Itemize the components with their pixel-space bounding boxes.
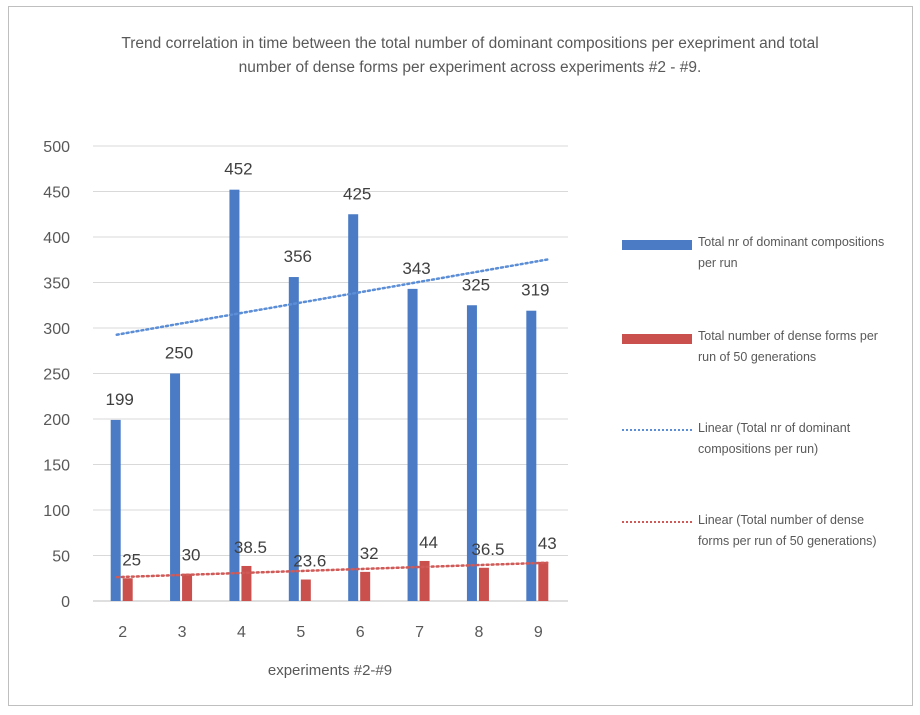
x-tick-label-6: 6 — [356, 624, 365, 641]
trendlines — [115, 258, 549, 579]
data-label-s2-2: 25 — [122, 550, 141, 569]
x-tick-label-4: 4 — [237, 624, 246, 641]
bar-s1-4 — [229, 189, 240, 601]
trendline-2 — [115, 561, 549, 579]
x-tick-label-8: 8 — [474, 624, 483, 641]
y-tick-label-300: 300 — [43, 321, 70, 338]
data-label-s1-8: 325 — [462, 275, 490, 294]
x-axis-label: experiments #2-#9 — [268, 662, 392, 679]
bar-s1-8 — [466, 305, 477, 601]
x-tick-label-9: 9 — [534, 624, 543, 641]
data-label-s1-7: 343 — [402, 259, 430, 278]
data-label-s2-3: 30 — [182, 546, 201, 565]
x-tick-label-5: 5 — [296, 624, 305, 641]
legend-label-dominant: Total nr of dominant compositions per ru… — [698, 235, 885, 270]
data-label-s1-3: 250 — [165, 344, 193, 363]
bar-s2-9 — [538, 561, 549, 601]
x-axis-ticks: 2 3 4 5 6 7 8 9 — [118, 624, 543, 641]
y-tick-label-100: 100 — [43, 503, 70, 520]
y-axis-ticks: 0 50 100 150 200 250 300 350 400 450 500 — [43, 139, 70, 611]
data-label-s1-9: 319 — [521, 281, 549, 300]
y-tick-label-50: 50 — [52, 549, 70, 566]
legend-dots-trend-dense — [622, 521, 692, 523]
data-label-s1-6: 425 — [343, 184, 371, 203]
legend-label-trend-dominant: Linear (Total nr of dominant composition… — [698, 421, 851, 456]
data-label-s2-7: 44 — [419, 533, 438, 552]
x-tick-label-2: 2 — [118, 624, 127, 641]
bar-s2-2 — [122, 578, 133, 601]
bar-s2-4 — [241, 565, 252, 601]
bar-s1-7 — [407, 288, 418, 601]
bar-s1-9 — [526, 310, 537, 601]
bar-s1-6 — [348, 214, 359, 601]
legend-label-trend-dense: Linear (Total number of dense forms per … — [698, 513, 877, 548]
data-label-s1-2: 199 — [106, 390, 134, 409]
legend-dots-trend-dominant — [622, 429, 692, 431]
legend-swatch-dense — [622, 334, 692, 344]
y-tick-label-350: 350 — [43, 276, 70, 293]
bar-s2-3 — [182, 573, 193, 601]
x-tick-label-7: 7 — [415, 624, 424, 641]
chart-title: Trend correlation in time between the to… — [121, 35, 819, 76]
data-label-s2-6: 32 — [360, 544, 379, 563]
y-tick-label-450: 450 — [43, 185, 70, 202]
bar-s2-8 — [478, 567, 489, 601]
y-tick-label-400: 400 — [43, 230, 70, 247]
data-label-s2-9: 43 — [538, 534, 557, 553]
y-tick-label-0: 0 — [61, 594, 70, 611]
gridlines — [93, 145, 568, 602]
data-labels: 199 250 452 356 425 343 325 319 25 30 38.5 23.6 32 44… — [106, 160, 557, 571]
chart-frame — [8, 6, 913, 706]
bars — [110, 189, 549, 601]
bar-s2-5 — [300, 579, 311, 601]
legend-swatch-dominant — [622, 240, 692, 250]
trendline-1 — [115, 258, 549, 336]
data-label-s2-8: 36.5 — [471, 540, 504, 559]
bar-s1-3 — [170, 373, 181, 601]
bar-s2-6 — [360, 571, 371, 601]
bar-s1-5 — [288, 277, 299, 601]
data-label-s1-4: 452 — [224, 160, 252, 179]
data-label-s1-5: 356 — [284, 247, 312, 266]
data-label-s2-5: 23.6 — [293, 552, 326, 571]
bar-s2-7 — [419, 560, 430, 601]
legend-label-dense: Total number of dense forms per run of 5… — [698, 329, 878, 364]
y-tick-label-250: 250 — [43, 367, 70, 384]
y-tick-label-150: 150 — [43, 458, 70, 475]
y-tick-label-200: 200 — [43, 412, 70, 429]
y-tick-label-500: 500 — [43, 139, 70, 156]
data-label-s2-4: 38.5 — [234, 538, 267, 557]
x-tick-label-3: 3 — [178, 624, 187, 641]
bar-s1-2 — [110, 419, 121, 601]
